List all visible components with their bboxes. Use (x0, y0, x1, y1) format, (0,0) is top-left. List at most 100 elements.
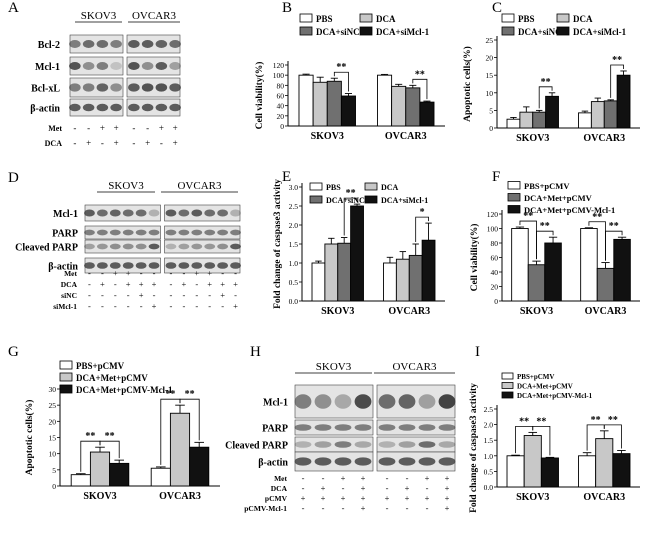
y-tick-label: 20 (277, 112, 285, 121)
condition-label: Met (64, 269, 77, 278)
legend-label: DCA+siNC (326, 196, 365, 205)
legend-label: DCA+siMcl-1 (376, 27, 430, 37)
condition-sign: - (160, 138, 163, 148)
legend-swatch (359, 13, 373, 23)
blot-band (128, 62, 140, 70)
x-tick-label: OVCAR3 (388, 306, 430, 317)
condition-sign: - (302, 503, 305, 513)
condition-sign: + (145, 138, 150, 148)
bar (350, 205, 364, 302)
sig-label: ** (85, 431, 95, 442)
panel-label-D: D (8, 170, 19, 186)
sig-bracket (538, 86, 553, 109)
y-tick-label: 0.0 (484, 483, 494, 492)
condition-sign: + (152, 279, 157, 289)
sig-bracket (605, 230, 623, 261)
legend-swatch (501, 13, 515, 23)
condition-label: pCMV (265, 494, 288, 503)
bar (616, 74, 631, 129)
condition-sign: + (126, 268, 131, 278)
condition-sign: - (386, 473, 389, 483)
bar (169, 412, 191, 487)
blot-band (230, 229, 241, 236)
legend-label: PBS (326, 183, 341, 192)
blot-band (141, 83, 154, 92)
bar (603, 100, 618, 129)
condition-sign: + (100, 279, 105, 289)
sig-label: ** (519, 416, 529, 427)
y-tick-label: 30 (49, 385, 57, 394)
y-tick-label: 0 (494, 297, 498, 306)
condition-sign: - (426, 503, 429, 513)
y-tick-label: 5 (52, 466, 56, 475)
blot-band (217, 229, 229, 236)
blot-band (398, 394, 416, 409)
blot-band (82, 103, 95, 112)
condition-sign: + (425, 493, 430, 503)
blot-band (334, 394, 352, 409)
x-tick-label: OVCAR3 (583, 133, 625, 144)
blot-band (128, 40, 140, 48)
sig-bracket (610, 64, 624, 98)
cell-line-header: SKOV3 (108, 180, 144, 192)
bar (377, 74, 393, 127)
panel-label-H: H (250, 344, 261, 360)
blot-band (354, 457, 372, 466)
blot-band (122, 229, 134, 236)
y-tick-label: 100 (487, 225, 499, 234)
condition-sign: - (182, 290, 185, 300)
blot-band (438, 441, 456, 448)
y-tick-label: 60 (277, 92, 285, 101)
condition-sign: - (182, 301, 185, 311)
legend-label: DCA+Met+pCMV-Mcl-1 (524, 205, 615, 215)
blot-band (122, 262, 134, 269)
chart-panel-E: E 0.0 0.5 1.0 1.5 2.0 2.5 3.0 Fold change of cas… (273, 169, 445, 317)
bar (532, 111, 547, 129)
condition-sign: - (88, 268, 91, 278)
blot-band (178, 262, 190, 269)
sig-label: ** (541, 77, 551, 88)
legend-swatch (299, 26, 313, 36)
condition-sign: - (73, 123, 76, 133)
blot-band (294, 441, 312, 448)
blot-band (217, 243, 229, 250)
y-tick-label: 20 (49, 417, 57, 426)
blot-band (178, 229, 190, 236)
condition-sign: - (386, 483, 389, 493)
legend-swatch (59, 384, 73, 394)
condition-sign: - (88, 290, 91, 300)
condition-sign: - (342, 483, 345, 493)
condition-sign: - (170, 279, 173, 289)
y-tick-label: 0 (489, 124, 493, 133)
blot-band (128, 83, 140, 92)
condition-sign: + (361, 483, 366, 493)
blot-band (354, 394, 372, 409)
condition-sign: + (341, 493, 346, 503)
y-tick-label: 5 (489, 106, 493, 115)
condition-sign: - (170, 268, 173, 278)
legend-label: DCA+Met+pCMV (76, 373, 148, 383)
condition-sign: - (426, 483, 429, 493)
blot-band (155, 62, 168, 70)
legend-swatch (299, 13, 313, 23)
blot-row-label: Cleaved PARP (15, 243, 78, 254)
legend-swatch (309, 195, 323, 204)
condition-sign: + (159, 123, 164, 133)
blot-band (438, 394, 456, 409)
blot-band (141, 40, 154, 48)
blot-band (418, 394, 436, 409)
condition-sign: + (114, 123, 119, 133)
blot-row-label: Mcl-1 (53, 209, 78, 220)
blot-band (398, 424, 416, 431)
condition-sign: - (195, 301, 198, 311)
sig-label: ** (591, 415, 601, 426)
blot-band (204, 243, 216, 250)
blot-band (135, 229, 147, 236)
condition-label: pCMV-Mcl-1 (244, 504, 287, 513)
blot-band (82, 40, 95, 48)
blot-row-label: Mcl-1 (35, 62, 60, 73)
blot-band (122, 209, 134, 217)
legend-swatch (309, 182, 323, 191)
condition-sign: + (301, 493, 306, 503)
blot-band (155, 103, 168, 112)
